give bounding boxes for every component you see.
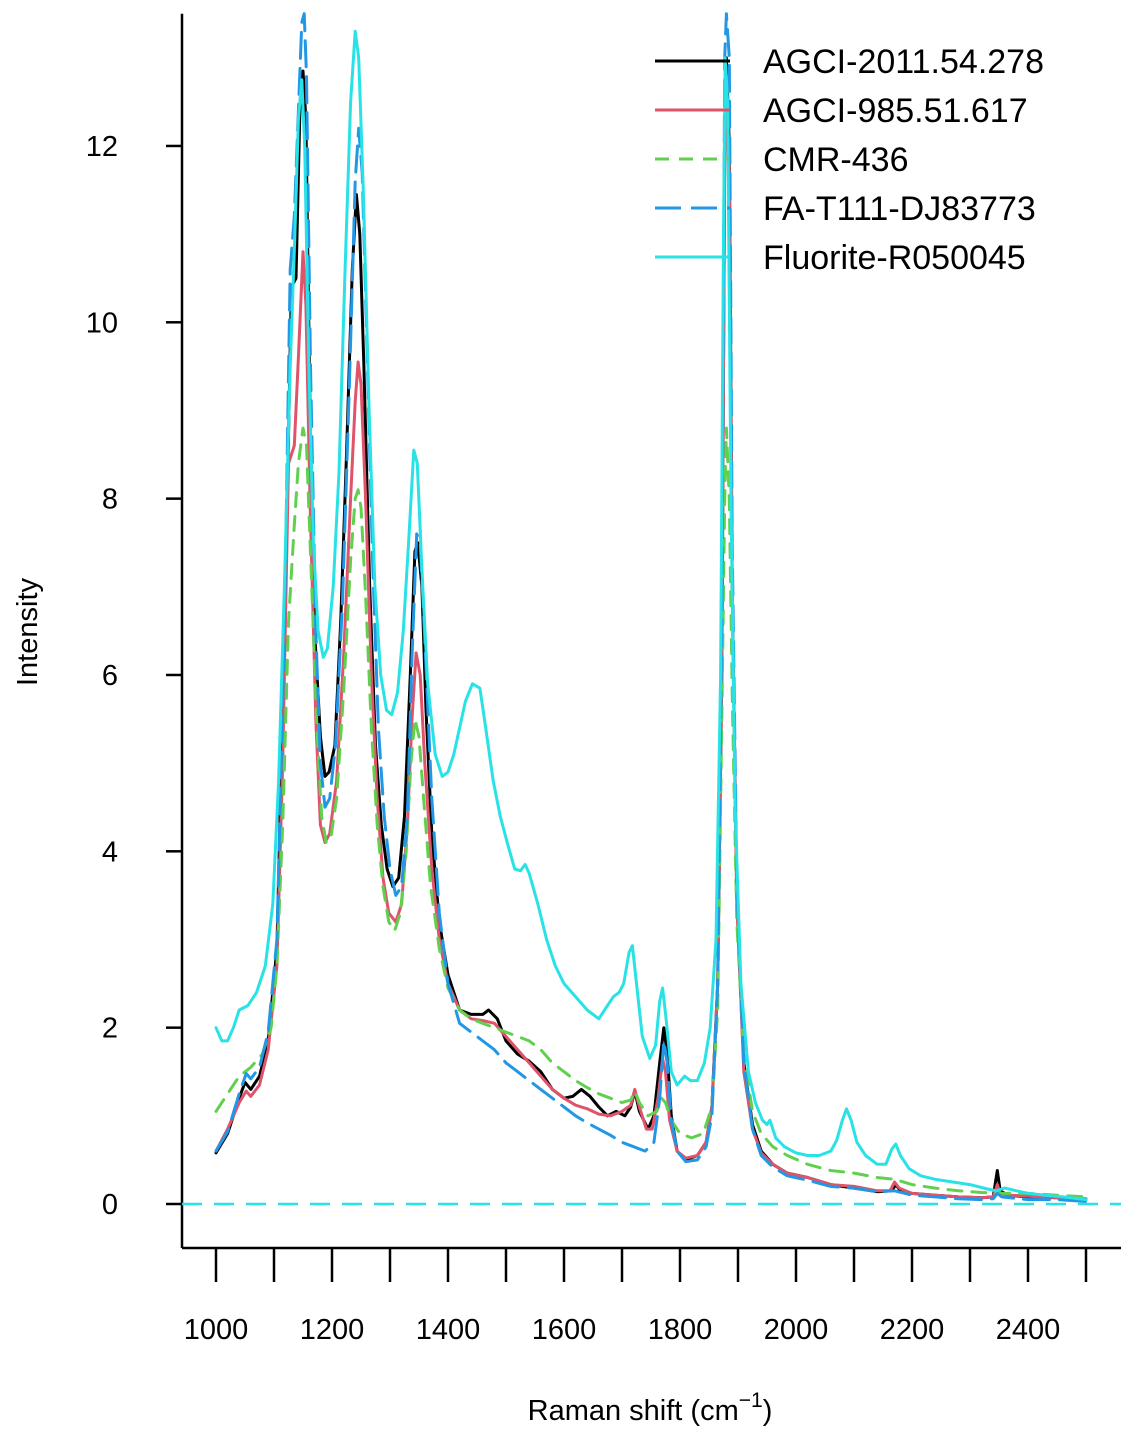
x-tick-label: 1400: [416, 1314, 481, 1346]
axes: 0 2 4 6 8 10 12 1000 1200 1400 1600 1800 2000 2200 240…: [86, 13, 1121, 1346]
legend-label: CMR-436: [763, 141, 908, 179]
x-tick-label: 1600: [532, 1314, 597, 1346]
y-tick-label: 0: [102, 1189, 118, 1221]
x-tick-label: 2200: [880, 1314, 945, 1346]
y-tick-label: 4: [102, 836, 118, 868]
x-tick-label: 2400: [996, 1314, 1061, 1346]
x-tick-label: 1800: [648, 1314, 713, 1346]
legend-label: AGCI-985.51.617: [763, 92, 1028, 130]
y-tick-label: 2: [102, 1013, 118, 1045]
x-axis-title: Raman shift (cm−1): [528, 1389, 773, 1427]
series-line-3: [214, 426, 1088, 1199]
legend: AGCI-2011.54.278 AGCI-985.51.617 CMR-436 FA…: [655, 43, 1044, 277]
series-line-2: [214, 73, 1088, 1201]
y-tick-label: 8: [102, 484, 118, 516]
legend-label: AGCI-2011.54.278: [763, 43, 1044, 81]
x-tick-label: 1000: [184, 1314, 249, 1346]
series-line-5: [214, 29, 1088, 1202]
series-lines: [214, 12, 1088, 1203]
x-axis-title-superscript: −1: [739, 1389, 763, 1412]
x-axis-title-main: Raman shift (cm: [528, 1395, 739, 1427]
legend-label: FA-T111-DJ83773: [763, 190, 1036, 228]
y-tick-label: 6: [102, 660, 118, 692]
y-tick-label: 12: [86, 131, 118, 163]
x-tick-label: 1200: [300, 1314, 365, 1346]
legend-label: Fluorite-R050045: [763, 239, 1026, 277]
x-axis-title-close: ): [763, 1395, 773, 1427]
y-axis-title: Intensity: [12, 578, 44, 686]
y-tick-label: 10: [86, 307, 118, 339]
x-tick-label: 2000: [764, 1314, 829, 1346]
